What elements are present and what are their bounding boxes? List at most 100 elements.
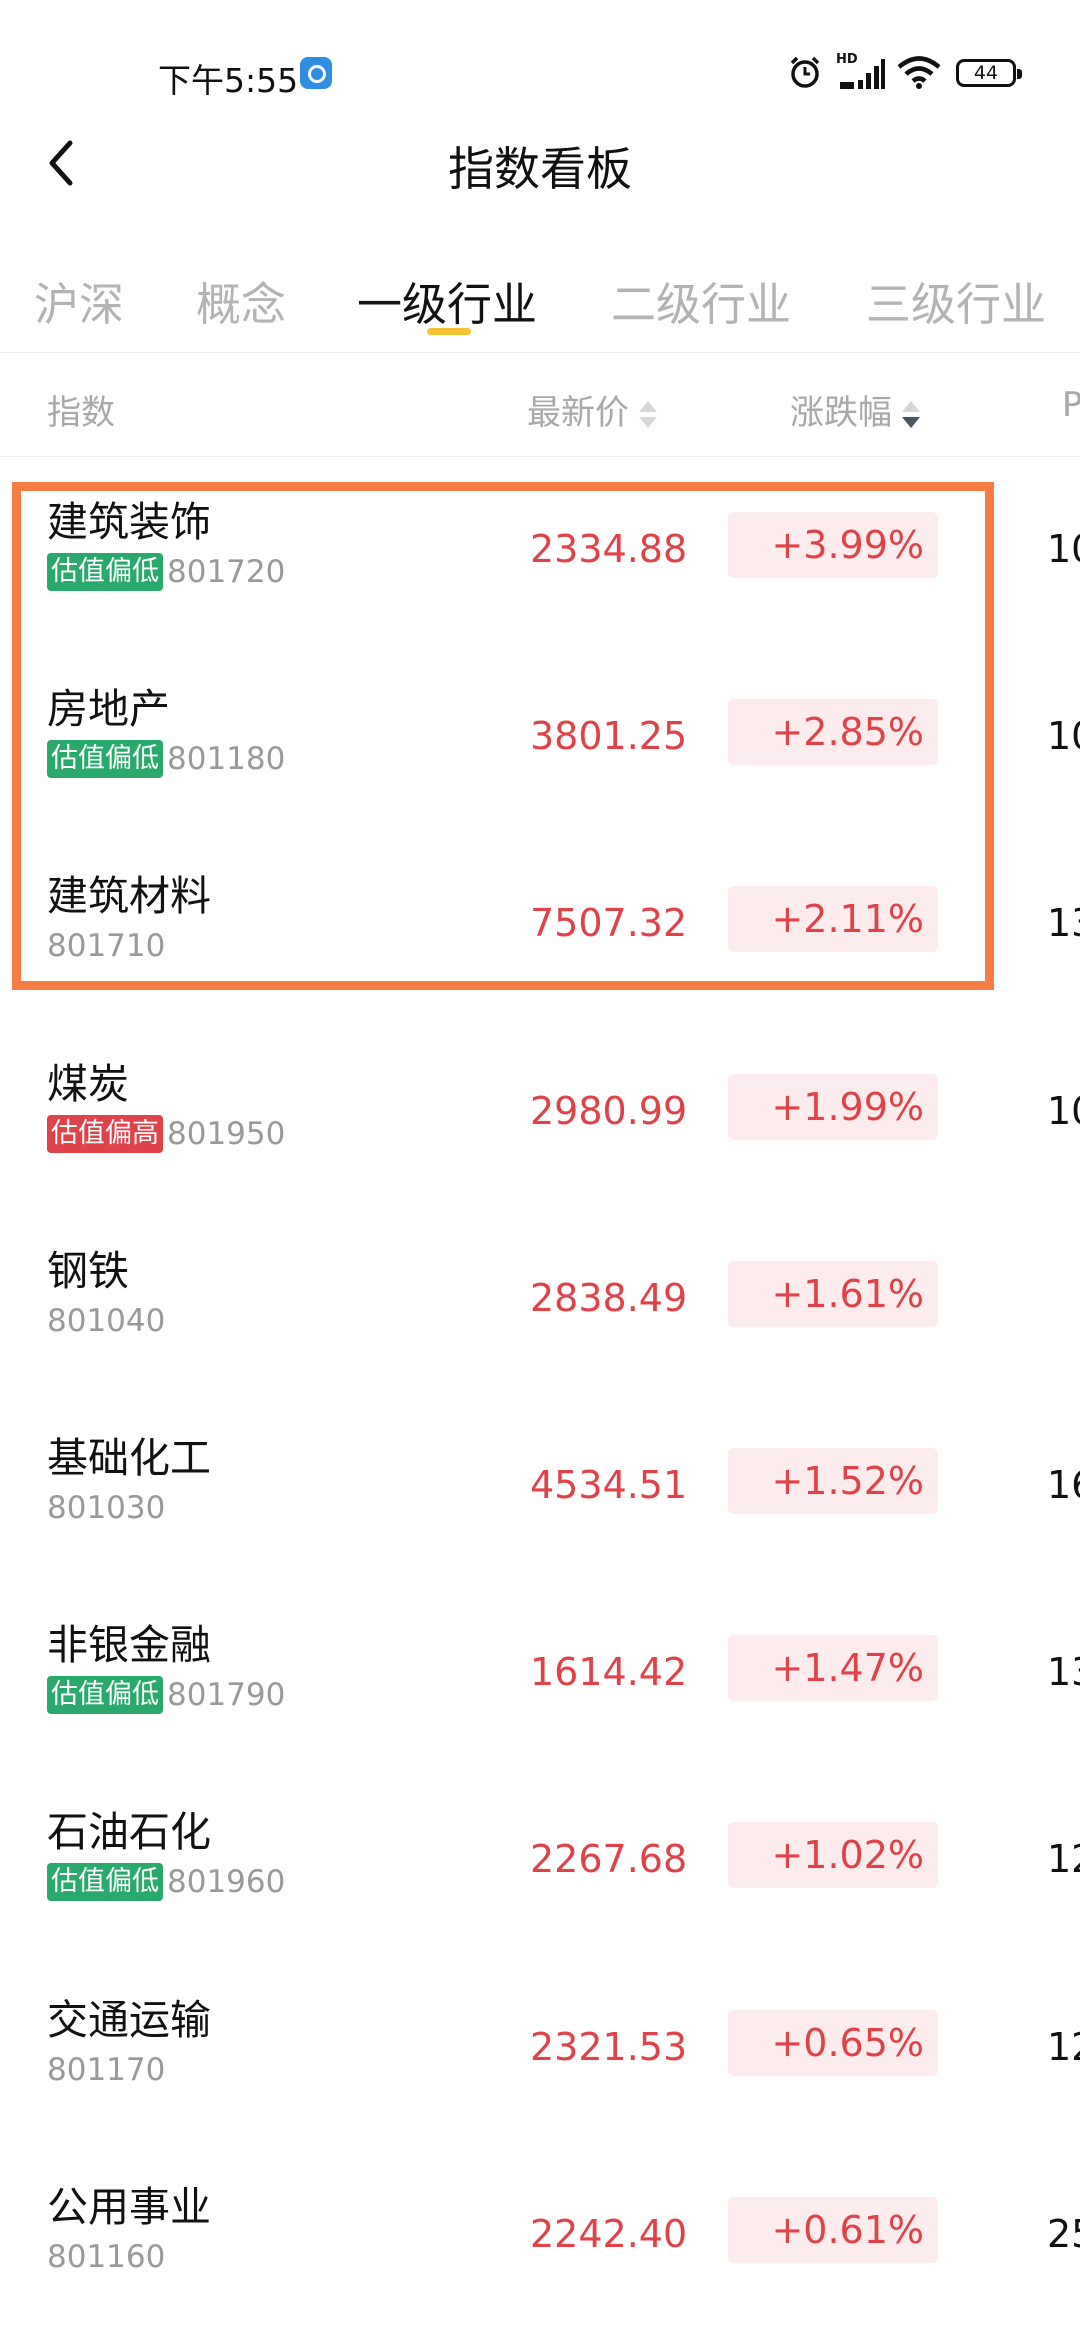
index-name: 交通运输 [47,1995,211,2044]
valuation-badge: 估值偏高 [47,1114,163,1153]
index-meta: 估值偏低 801180 [47,740,286,779]
index-code: 801170 [47,2051,166,2088]
index-code: 801960 [167,1864,286,1901]
change-percent: +1.47% [728,1635,938,1702]
index-code: 801790 [167,1677,286,1714]
extra-value: 12 [1047,1837,1080,1882]
table-row[interactable]: 建筑材料 801710 7507.32 +2.11% 13 [0,844,1080,1031]
index-name: 建筑装饰 [47,498,211,546]
page-title: 指数看板 [448,142,632,196]
tab-concept[interactable]: 概念 [196,278,287,331]
latest-price: 2267.68 [530,1837,688,1882]
sort-desc-icon [900,397,922,433]
wifi-icon [897,56,941,89]
change-percent: +0.61% [728,2196,938,2263]
column-header-change[interactable]: 涨跌幅 [790,385,922,434]
column-header-extra[interactable]: P [1062,385,1080,425]
index-code: 801030 [47,1490,166,1526]
index-name: 基础化工 [47,1434,211,1482]
index-code: 801720 [167,554,286,590]
index-meta: 估值偏低 801790 [47,1676,286,1715]
latest-price: 7507.32 [530,901,688,946]
tab-level3-industry[interactable]: 三级行业 [866,278,1047,331]
index-name: 石油石化 [47,1808,211,1857]
valuation-badge: 估值偏低 [47,1676,163,1715]
extra-value: 10 [1047,527,1080,571]
latest-price: 2242.40 [530,2211,688,2256]
divider [0,456,1080,457]
active-tab-indicator [427,328,471,335]
status-time: 下午5:55 [158,61,299,100]
change-percent: +2.11% [728,886,938,953]
status-bar: 下午5:55 HD 44 [0,0,1080,150]
index-name: 房地产 [47,685,170,734]
latest-price: 1614.42 [530,1650,688,1695]
index-name: 煤炭 [47,1059,129,1108]
tab-bar: 沪深 概念 一级行业 二级行业 三级行业 [0,268,1080,338]
index-name: 钢铁 [47,1246,129,1295]
index-meta: 801170 [47,2051,165,2089]
latest-price: 2334.88 [530,527,688,571]
index-code: 801180 [167,741,286,778]
change-percent: +1.61% [728,1260,938,1327]
extra-value: 13 [1047,1650,1080,1695]
extra-value: 12 [1047,2024,1080,2069]
sort-icon [637,397,659,433]
index-name: 公用事业 [47,2182,211,2231]
index-meta: 估值偏低 801960 [47,1863,286,1902]
latest-price: 2838.49 [530,1275,688,1320]
table-row[interactable]: 钢铁 801040 2838.49 +1.61% [0,1219,1080,1406]
change-percent: +3.99% [728,512,938,578]
latest-price: 4534.51 [530,1463,688,1507]
valuation-badge: 估值偏低 [47,740,163,779]
alarm-icon [790,56,820,88]
table-row[interactable]: 公用事业 801160 2242.40 +0.61% 25 [0,2155,1080,2342]
index-meta: 估值偏高 801950 [47,1114,286,1153]
index-name: 非银金融 [47,1621,211,1670]
change-percent: +1.99% [728,1073,938,1140]
column-header-price[interactable]: 最新价 [527,385,659,434]
table-row[interactable]: 基础化工 801030 4534.51 +1.52% 16 [0,1406,1080,1593]
divider [0,352,1080,353]
change-percent: +0.65% [728,2009,938,2076]
signal-icon [840,59,885,89]
index-code: 801710 [47,928,166,965]
network-type-label: HD [836,52,858,67]
extra-value: 10 [1047,1088,1080,1133]
index-meta: 801040 [47,1302,165,1340]
back-button[interactable] [40,133,84,193]
index-meta: 801030 [47,1489,165,1527]
index-name: 建筑材料 [47,872,211,921]
index-code: 801160 [47,2238,166,2275]
extra-value: 13 [1047,901,1080,946]
change-percent: +1.02% [728,1822,938,1889]
latest-price: 2321.53 [530,2024,688,2069]
index-code: 801950 [167,1115,286,1152]
index-meta: 估值偏低 801720 [47,553,285,591]
tab-level2-industry[interactable]: 二级行业 [611,278,792,331]
latest-price: 2980.99 [530,1088,688,1133]
index-meta: 801710 [47,927,165,965]
index-code: 801040 [47,1302,166,1339]
chevron-left-icon [49,140,73,186]
valuation-badge: 估值偏低 [47,553,163,591]
extra-value: 25 [1047,2211,1080,2256]
tab-hushen[interactable]: 沪深 [34,278,125,331]
extra-value: 16 [1047,1463,1080,1507]
battery-icon: 44 [956,59,1022,87]
column-header-index: 指数 [47,393,115,433]
table-row[interactable]: 交通运输 801170 2321.53 +0.65% 12 [0,1968,1080,2155]
change-percent: +1.52% [728,1448,938,1514]
change-percent: +2.85% [728,699,938,766]
column-header-change-label: 涨跌幅 [790,393,892,433]
app-icon [300,57,332,89]
index-meta: 801160 [47,2238,165,2276]
valuation-badge: 估值偏低 [47,1863,163,1902]
tab-level1-industry[interactable]: 一级行业 [357,278,538,331]
column-header-price-label: 最新价 [527,393,629,433]
